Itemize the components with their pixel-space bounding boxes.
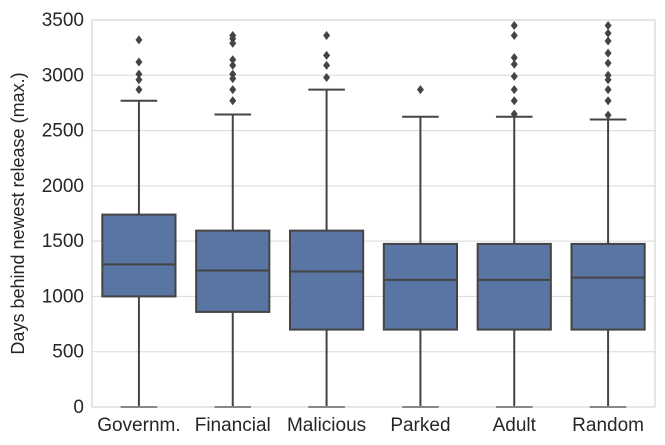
outlier-point <box>323 72 331 82</box>
outlier-point <box>229 60 237 70</box>
y-axis-ticks: 0 500 1000 1500 2000 2500 3000 3500 <box>42 10 84 418</box>
x-tick-label-governm: Governm. <box>97 415 180 436</box>
outlier-point <box>416 85 424 95</box>
outlier-point <box>135 69 143 79</box>
y-tick-label-1000: 1000 <box>42 286 84 307</box>
outlier-point <box>323 60 331 70</box>
box-body <box>382 242 459 331</box>
outlier-point <box>229 85 237 95</box>
outlier-point <box>229 30 237 40</box>
plot-frame <box>91 19 656 408</box>
box-financial <box>195 30 271 408</box>
x-tick-label-parked: Parked <box>390 415 450 436</box>
outlier-point <box>604 58 612 68</box>
box-adult <box>476 21 552 408</box>
outlier-point <box>135 57 143 67</box>
box-body <box>288 229 365 331</box>
outlier-point <box>323 50 331 60</box>
outlier-point <box>510 85 518 95</box>
outlier-point <box>510 71 518 81</box>
x-tick-label-random: Random <box>572 415 644 436</box>
outlier-point <box>510 59 518 69</box>
outlier-point <box>604 21 612 31</box>
y-tick-label-0: 0 <box>73 397 84 418</box>
outlier-point <box>510 21 518 31</box>
y-tick-label-3000: 3000 <box>42 65 84 86</box>
x-tick-label-malicious: Malicious <box>287 415 366 436</box>
box-body <box>570 242 646 331</box>
box-body <box>476 242 552 331</box>
outlier-point <box>510 109 518 119</box>
boxes <box>101 21 646 408</box>
y-tick-label-2500: 2500 <box>42 121 84 142</box>
outlier-point <box>323 30 331 40</box>
outlier-point <box>604 96 612 106</box>
outlier-point <box>510 96 518 106</box>
y-axis-label: Days behind newest release (max.) <box>8 72 28 354</box>
outlier-point <box>229 96 237 106</box>
outlier-point <box>604 85 612 95</box>
outlier-point <box>229 69 237 79</box>
x-axis-ticks: Governm. Financial Malicious Parked Adult Ran… <box>97 415 644 436</box>
outlier-point <box>604 48 612 58</box>
box-malicious <box>288 30 365 408</box>
outlier-point <box>510 53 518 63</box>
gridlines <box>92 19 655 408</box>
box-parked <box>382 85 459 408</box>
outlier-point <box>510 30 518 40</box>
y-tick-label-3500: 3500 <box>42 10 84 31</box>
outlier-point <box>604 28 612 38</box>
outlier-point <box>135 35 143 45</box>
y-tick-label-1500: 1500 <box>42 231 84 252</box>
outlier-point <box>135 85 143 95</box>
outlier-point <box>229 55 237 65</box>
outlier-point <box>604 36 612 46</box>
box-random <box>570 21 646 408</box>
x-tick-label-adult: Adult <box>493 415 537 436</box>
y-tick-label-500: 500 <box>52 342 84 363</box>
box-body <box>101 213 177 298</box>
plot-background <box>92 20 655 407</box>
outlier-point <box>604 110 612 120</box>
x-tick-label-financial: Financial <box>195 415 271 436</box>
y-tick-label-2000: 2000 <box>42 176 84 197</box>
outlier-point <box>135 75 143 85</box>
outlier-point <box>604 70 612 80</box>
